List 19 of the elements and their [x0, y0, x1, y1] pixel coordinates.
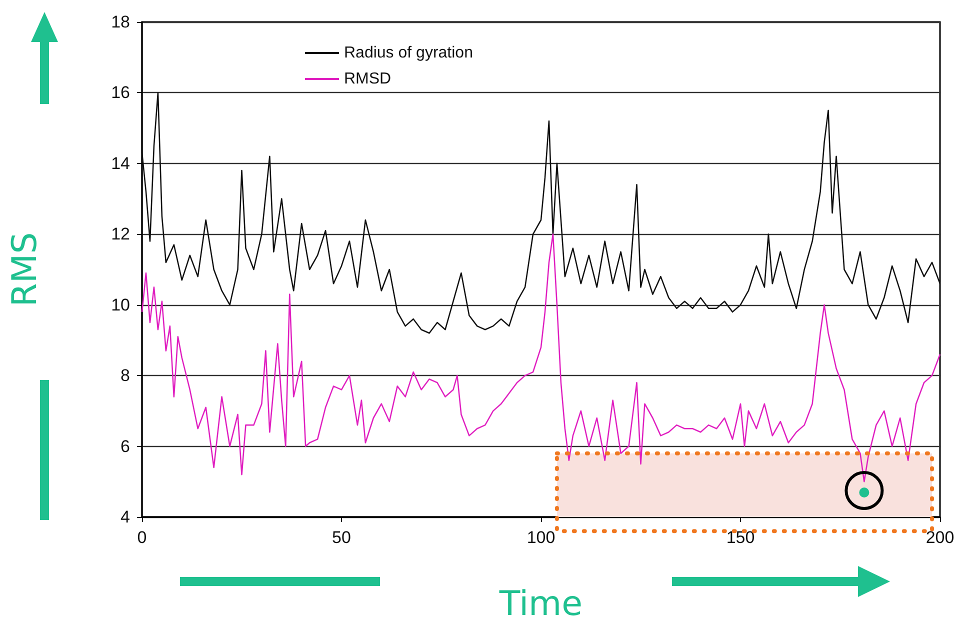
y-tick-label: 4	[120, 508, 130, 526]
y-tick-label: 16	[111, 83, 130, 102]
legend-label: Radius of gyration	[344, 44, 473, 62]
x-tick-label: 200	[926, 528, 954, 547]
y-axis-title: RMS	[5, 232, 45, 307]
y-tick-label: 8	[120, 366, 130, 386]
y-tick-label: 18	[111, 12, 130, 32]
y-tick-label: 14	[111, 154, 130, 173]
x-tick-label: 150	[726, 528, 755, 547]
legend-label: RMSD	[344, 70, 392, 88]
y-tick-label: 6	[120, 436, 130, 456]
x-tick-label: 50	[332, 528, 351, 547]
line-series	[141, 92, 941, 334]
x-axis-title: Time	[498, 584, 583, 624]
line-series	[141, 233, 941, 482]
y-tick-label: 12	[111, 224, 130, 244]
x-tick-label: 100	[526, 528, 556, 547]
y-tick-label: 10	[111, 295, 130, 314]
x-tick-label: 0	[137, 528, 147, 547]
